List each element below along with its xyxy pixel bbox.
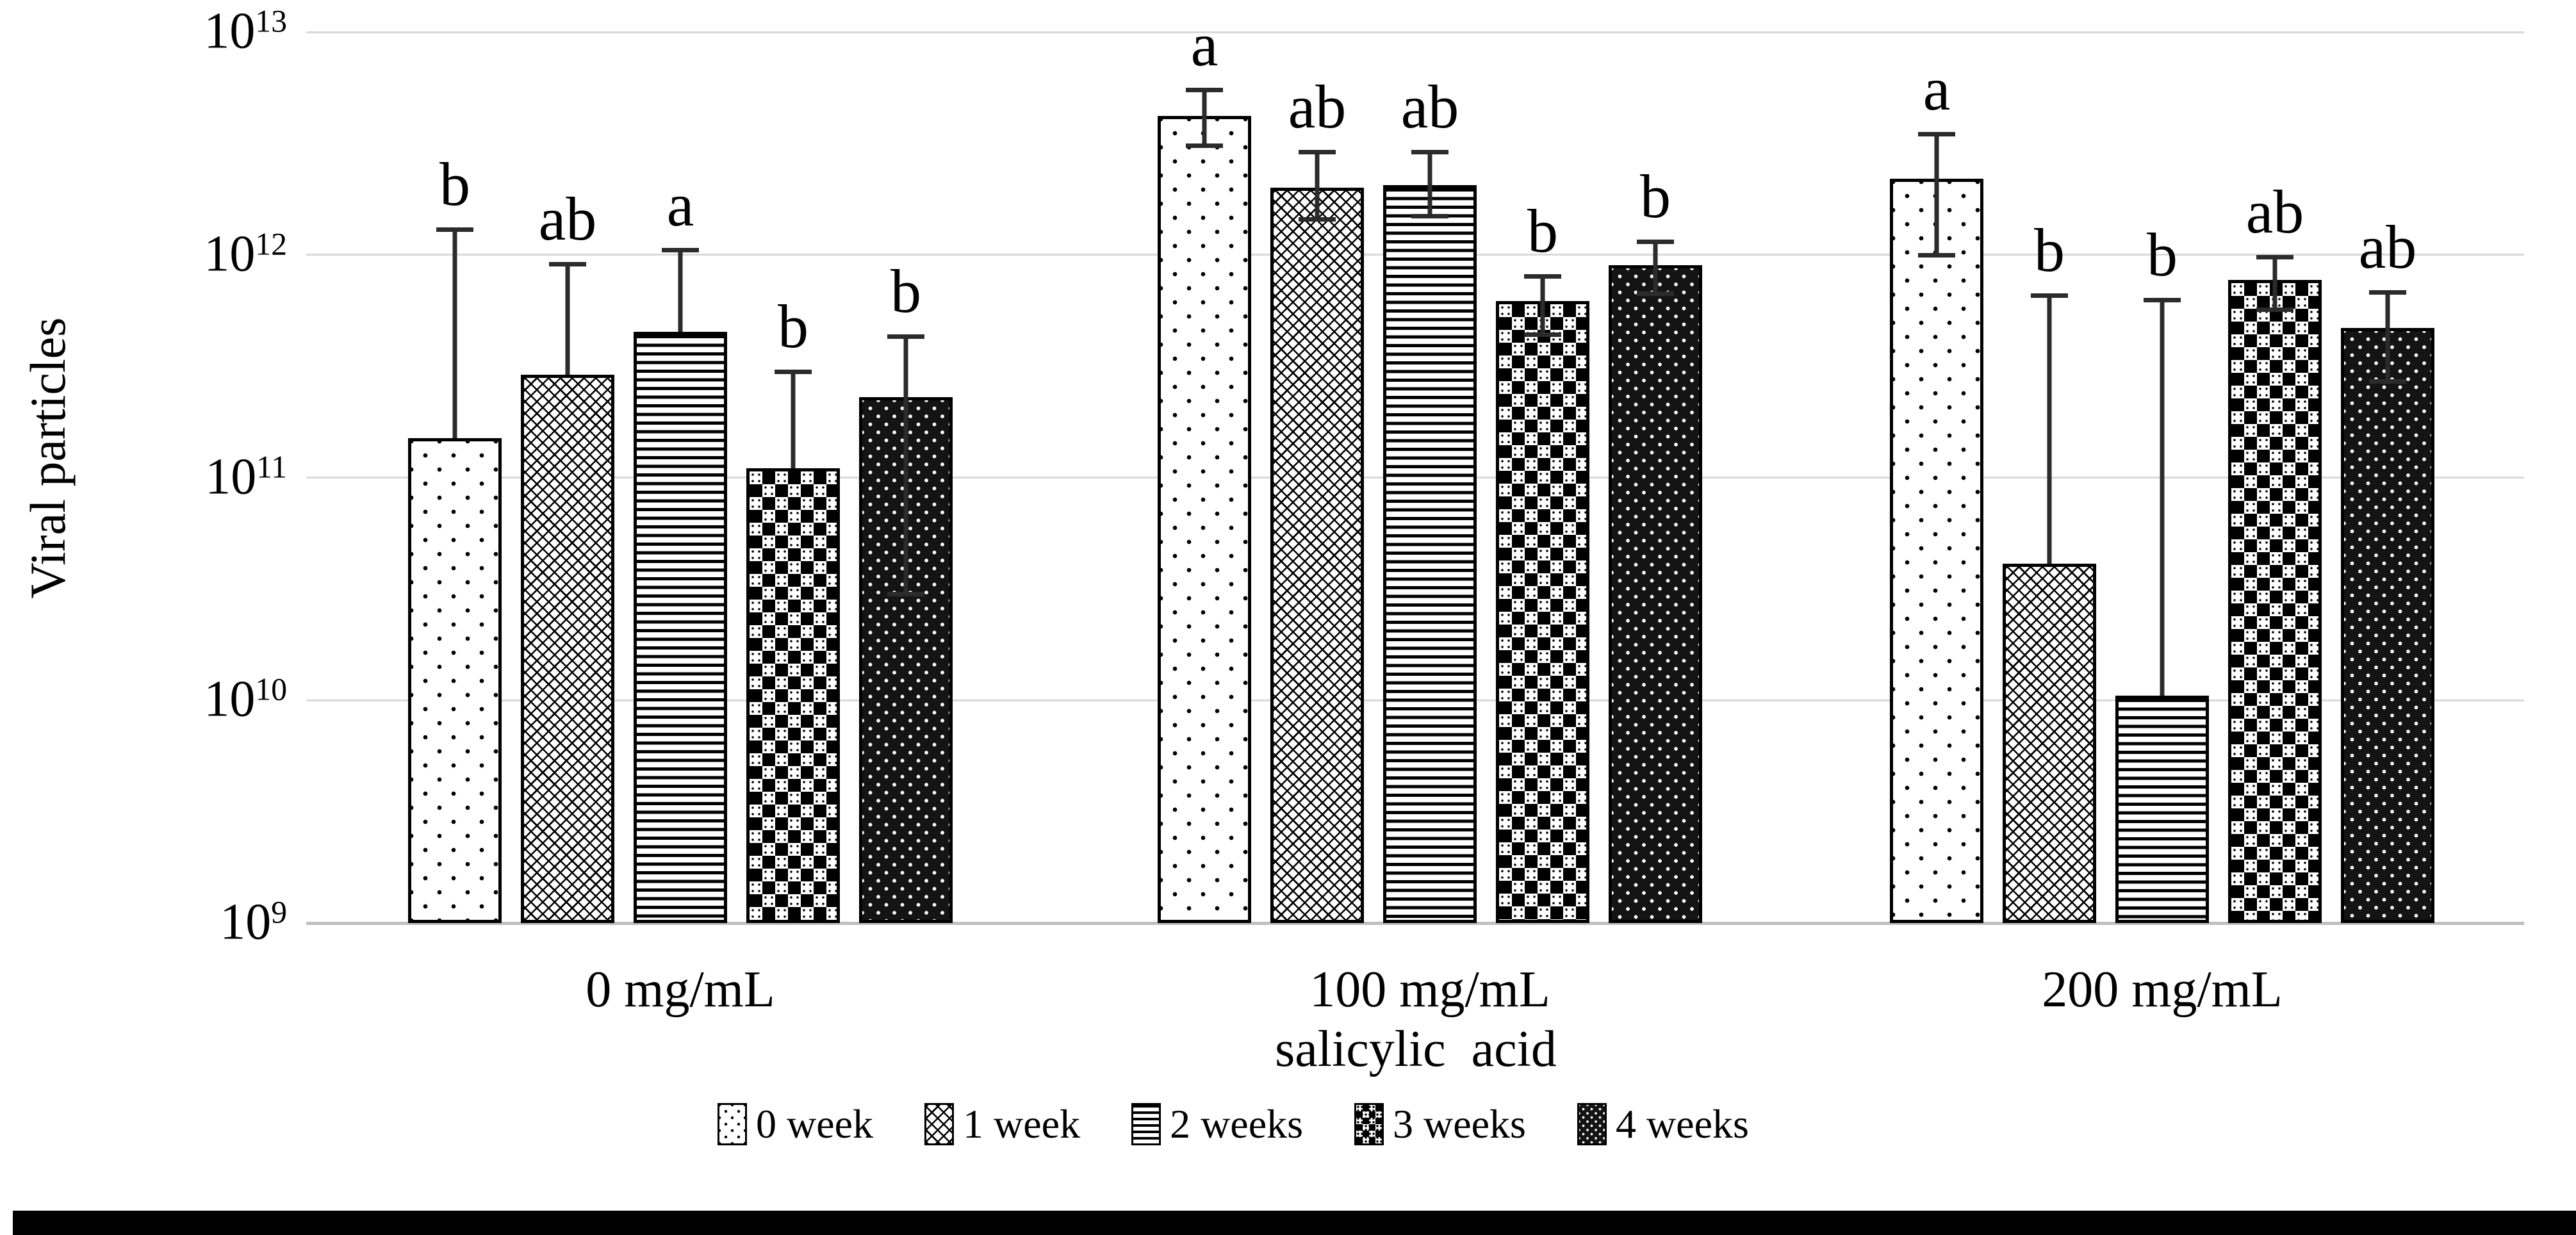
legend-item-0week: 0 week (718, 1103, 873, 1145)
sig-letter-b: b (2147, 220, 2178, 289)
bar-2weeks-200mg/mL (2115, 695, 2209, 923)
error-bar-line (678, 250, 683, 332)
legend-swatch-0week (718, 1103, 747, 1145)
error-bar-line (1653, 241, 1658, 294)
bar-2weeks-0mg/mL (634, 332, 727, 923)
bar-4weeks-0mg/mL (859, 397, 953, 923)
error-bar-top-cap (2256, 254, 2293, 259)
bottom-black-bar (13, 1211, 2576, 1235)
legend-item-2weeks: 2 weeks (1131, 1103, 1303, 1145)
sig-letter-ab: ab (538, 184, 597, 253)
error-bar-line (2160, 299, 2165, 696)
error-bar-top-cap (1186, 88, 1223, 93)
error-bar-line (2047, 295, 2052, 564)
sig-letter-ab: ab (1400, 72, 1459, 141)
legend-label: 0 week (756, 1101, 874, 1147)
bar-0week-100mg/mL (1158, 116, 1251, 923)
error-bar-top-cap (549, 261, 586, 266)
error-bar-top-cap (1411, 149, 1448, 154)
y-tick-10e11: 1011 (205, 448, 287, 505)
x-category-200mg/mL: 200 mg/mL (2042, 961, 2283, 1018)
error-bar-bottom-cap (1918, 252, 1955, 258)
bar-3weeks-0mg/mL (746, 468, 840, 923)
error-bar-line (791, 371, 796, 469)
error-bar-line (2385, 291, 2390, 382)
error-bar-top-cap (2144, 297, 2181, 302)
sig-letter-b: b (890, 257, 921, 326)
error-bar-line (452, 229, 457, 439)
legend-item-4weeks: 4 weeks (1577, 1103, 1749, 1145)
error-bar-top-cap (436, 227, 473, 233)
bar-1week-100mg/mL (1270, 188, 1364, 923)
sig-letter-b: b (778, 291, 808, 361)
error-bar-top-cap (887, 334, 924, 339)
error-bar-line (1202, 90, 1207, 145)
sig-letter-a: a (1190, 10, 1218, 79)
error-bar-bottom-cap (2256, 307, 2293, 312)
error-bar-bottom-cap (1299, 217, 1336, 222)
sig-letter-b: b (2034, 215, 2065, 284)
y-tick-10e10: 1010 (204, 671, 287, 728)
sig-letter-b: b (1640, 161, 1671, 231)
bar-3weeks-200mg/mL (2228, 280, 2322, 923)
sig-letter-b: b (1527, 197, 1558, 266)
y-tick-10e9: 109 (220, 894, 287, 951)
x-axis-line (306, 922, 2524, 925)
legend-label: 3 weeks (1393, 1101, 1526, 1147)
legend-item-1week: 1 week (924, 1103, 1080, 1145)
error-bar-bottom-cap (1186, 143, 1223, 148)
bar-3weeks-100mg/mL (1496, 300, 1589, 923)
legend: 0 week 1 week 2 weeks 3 weeks 4 weeks (718, 1103, 1749, 1145)
error-bar-bottom-cap (2369, 379, 2406, 384)
y-axis-title: Viral particles (20, 317, 76, 599)
error-bar-top-cap (2369, 290, 2406, 295)
error-bar-top-cap (1918, 131, 1955, 136)
error-bar-top-cap (1524, 274, 1561, 279)
bar-0week-200mg/mL (1890, 178, 1983, 923)
error-bar-top-cap (1637, 239, 1674, 244)
bar-2weeks-100mg/mL (1383, 185, 1477, 923)
legend-swatch-3weeks (1354, 1103, 1384, 1145)
sig-letter-a: a (1923, 54, 1951, 123)
sig-letter-a: a (666, 170, 694, 240)
legend-swatch-4weeks (1577, 1103, 1607, 1145)
error-bar-line (1427, 151, 1432, 216)
x-category-0mg/mL: 0 mg/mL (586, 961, 775, 1018)
x-axis-title: salicylic acid (1275, 1021, 1557, 1077)
error-bar-bottom-cap (1524, 332, 1561, 337)
error-bar-top-cap (1299, 149, 1336, 154)
sig-letter-ab: ab (2245, 177, 2304, 246)
legend-label: 4 weeks (1615, 1101, 1749, 1147)
error-bar-line (565, 263, 570, 375)
legend-item-3weeks: 3 weeks (1354, 1103, 1526, 1145)
bar-1week-0mg/mL (521, 374, 614, 923)
legend-swatch-1week (924, 1103, 955, 1145)
sig-letter-ab: ab (2358, 212, 2417, 281)
error-bar-bottom-cap (887, 592, 924, 597)
error-bar-line (903, 336, 908, 594)
error-bar-top-cap (775, 369, 812, 374)
y-tick-10e12: 1012 (204, 225, 287, 282)
bar-4weeks-100mg/mL (1609, 265, 1702, 923)
bar-0week-0mg/mL (408, 438, 502, 923)
legend-swatch-2weeks (1131, 1103, 1161, 1145)
error-bar-line (1934, 133, 1939, 255)
legend-label: 1 week (963, 1101, 1081, 1147)
sig-letter-b: b (439, 150, 470, 219)
y-tick-10e13: 1013 (204, 3, 287, 60)
error-bar-line (2272, 256, 2277, 309)
sig-letter-ab: ab (1288, 72, 1347, 141)
error-bar-bottom-cap (1411, 213, 1448, 218)
gridline-10e13 (306, 31, 2524, 33)
bar-4weeks-200mg/mL (2341, 327, 2434, 923)
error-bar-top-cap (662, 248, 699, 253)
error-bar-bottom-cap (1637, 291, 1674, 297)
bar-1week-200mg/mL (2003, 564, 2096, 923)
error-bar-line (1315, 151, 1320, 219)
legend-label: 2 weeks (1170, 1101, 1303, 1147)
error-bar-top-cap (2031, 293, 2068, 298)
error-bar-line (1540, 276, 1545, 334)
x-category-100mg/mL: 100 mg/mL (1309, 961, 1550, 1018)
